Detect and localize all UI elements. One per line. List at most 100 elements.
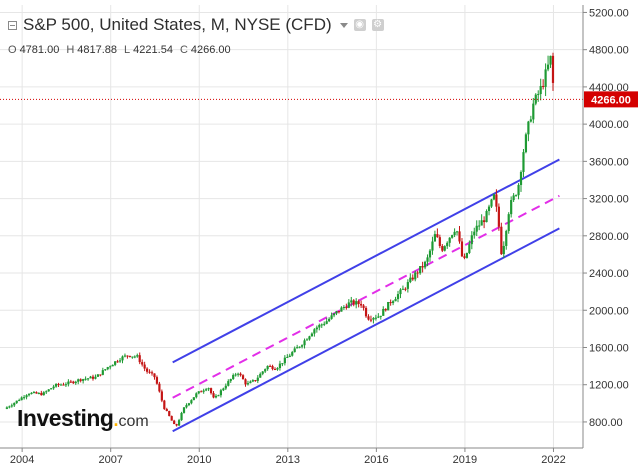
candle-body [237,373,240,375]
candle-body [217,395,220,397]
candle-body [409,277,412,283]
candle-body [244,379,247,385]
candle-body [384,308,387,311]
candle-body [347,302,350,308]
candle-body [433,234,437,242]
candle-body [537,94,540,96]
candle-body [133,356,136,358]
candle-body [20,397,23,401]
candle-body [143,364,146,369]
candle-body [241,375,245,380]
candle-body [350,300,353,303]
candle-body [340,307,343,312]
candle-body [177,420,181,426]
candle-body [514,195,518,197]
investing-logo[interactable]: Investing . com [17,405,149,432]
candle-body [155,377,159,384]
candle-body [273,369,277,371]
x-tick-label: 2019 [453,454,477,466]
candle-body [372,318,375,320]
candle-body [480,220,483,226]
gear-icon[interactable]: ⚙ [371,19,384,31]
x-tick-label: 2007 [98,454,122,466]
candle-body [118,360,122,362]
candle-body [539,85,542,95]
candle-body [212,393,215,398]
candle-body [505,230,508,246]
candle-body [436,234,439,238]
candle-body [453,231,456,236]
logo-dot: . [113,410,119,430]
candle-body [463,256,466,258]
candle-body [389,302,392,304]
candle-body [451,235,454,238]
candle-body [313,329,316,334]
candle-body [259,373,262,378]
candle-body [300,345,304,347]
candle-body [114,361,117,365]
candle-body [173,420,176,425]
candle-body [111,364,114,367]
candle-body [42,392,45,396]
eye-icon[interactable]: ◉ [353,19,366,31]
axes: 800.00 1200.00 1600.00 2000.00 2400.00 2800.0… [0,5,629,466]
candle-body [455,231,459,233]
candle-body [406,282,409,289]
candle-body [423,261,427,268]
dropdown-caret-icon[interactable] [339,22,348,28]
candle-body [431,241,434,251]
channel-upper-line [172,158,560,364]
candle-body [224,385,227,389]
y-tick-label: 3600.00 [589,156,629,168]
candle-body [77,379,80,382]
candle-body [308,336,311,340]
candle-body [264,369,267,372]
collapse-icon[interactable] [8,20,17,30]
candle-body [165,409,168,412]
y-tick-label: 2400.00 [589,268,629,280]
candle-body [69,381,72,383]
candle-body [150,372,154,374]
candle-body [426,257,429,262]
candle-body [59,384,63,386]
x-tick-label: 2010 [187,454,211,466]
candle-body [50,388,53,390]
candle-body [519,171,523,185]
title-row: S&P 500, United States, M, NYSE (CFD) ◉ … [8,15,384,35]
y-tick-label: 5200.00 [589,7,629,19]
candle-body [446,242,449,247]
candle-body [438,237,441,247]
candle-body [54,383,58,387]
candle-body [72,381,75,384]
candle-body [497,206,500,227]
candle-body [205,389,208,391]
close-label: C [179,44,188,56]
candle-body [25,395,28,398]
candle-body [197,391,200,394]
candle-body [419,266,422,274]
candle-body [320,324,323,326]
candle-body [180,412,183,421]
x-tick-label: 2004 [10,454,34,466]
candle-body [364,307,368,317]
candle-body [458,231,461,242]
candle-body [421,266,424,268]
candle-body [10,405,13,407]
candle-body [109,366,112,368]
candle-body [45,391,48,393]
candle-body [517,184,520,196]
y-tick-label: 2800.00 [589,231,629,243]
candle-body [360,303,363,306]
candle-body [473,231,476,236]
candle-body [524,134,528,153]
channel-mid-line [172,194,560,399]
candle-body [478,225,481,227]
candle-body [475,225,478,232]
candle-body [141,362,144,365]
candle-body [310,333,314,337]
candle-body [546,64,550,70]
candle-body [522,152,525,172]
candle-body [86,378,90,380]
candle-body [544,69,547,87]
